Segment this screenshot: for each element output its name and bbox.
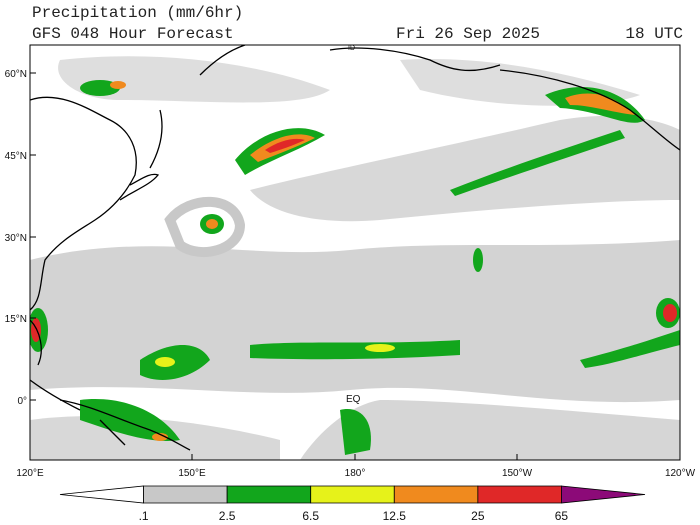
lon-label: 120°E (16, 468, 44, 479)
lat-label: 15°N (5, 314, 27, 325)
lon-label: 150°W (502, 468, 533, 479)
colorbar-segment (393, 485, 479, 504)
map: EQ ID 60°N45°N30°N15°N0° 120°E 150°E 180° 1… (5, 44, 696, 479)
title: Precipitation (mm/6hr) (32, 4, 243, 22)
lat-label: 30°N (5, 233, 27, 244)
colorbar-label: 25 (471, 509, 485, 523)
precip-field (30, 56, 680, 460)
colorbar-label: 12.5 (383, 509, 407, 523)
coastlines (30, 45, 680, 451)
colorbar-label: 6.5 (302, 509, 319, 523)
colorbar: .1 2.5 6.5 12.5 25 65 (59, 485, 646, 523)
lon-label: 180° (345, 468, 366, 479)
forecast-time: 18 UTC (625, 25, 683, 43)
colorbar-segment (59, 485, 144, 504)
colorbar-label: 65 (555, 509, 569, 523)
lon-label: 150°E (178, 468, 206, 479)
colorbar-segment (561, 485, 646, 504)
lon-labels: 120°E 150°E 180° 150°W 120°W (16, 454, 696, 479)
dateline-label: ID (348, 45, 355, 52)
colorbar-label: 2.5 (219, 509, 236, 523)
lon-label: 120°W (665, 468, 696, 479)
lat-label: 45°N (5, 151, 27, 162)
subtitle: GFS 048 Hour Forecast (32, 25, 234, 43)
colorbar-segment (226, 485, 312, 504)
lat-label: 60°N (5, 69, 27, 80)
colorbar-segment (477, 485, 562, 504)
forecast-date: Fri 26 Sep 2025 (396, 25, 540, 43)
lat-labels: 60°N 45°N 30°N 15°N 0° (5, 69, 36, 407)
equator-label: EQ (346, 394, 361, 405)
colorbar-segment (310, 485, 395, 504)
colorbar-segment (143, 485, 228, 504)
lat-label: 0° (17, 396, 27, 407)
colorbar-label: .1 (139, 509, 149, 523)
